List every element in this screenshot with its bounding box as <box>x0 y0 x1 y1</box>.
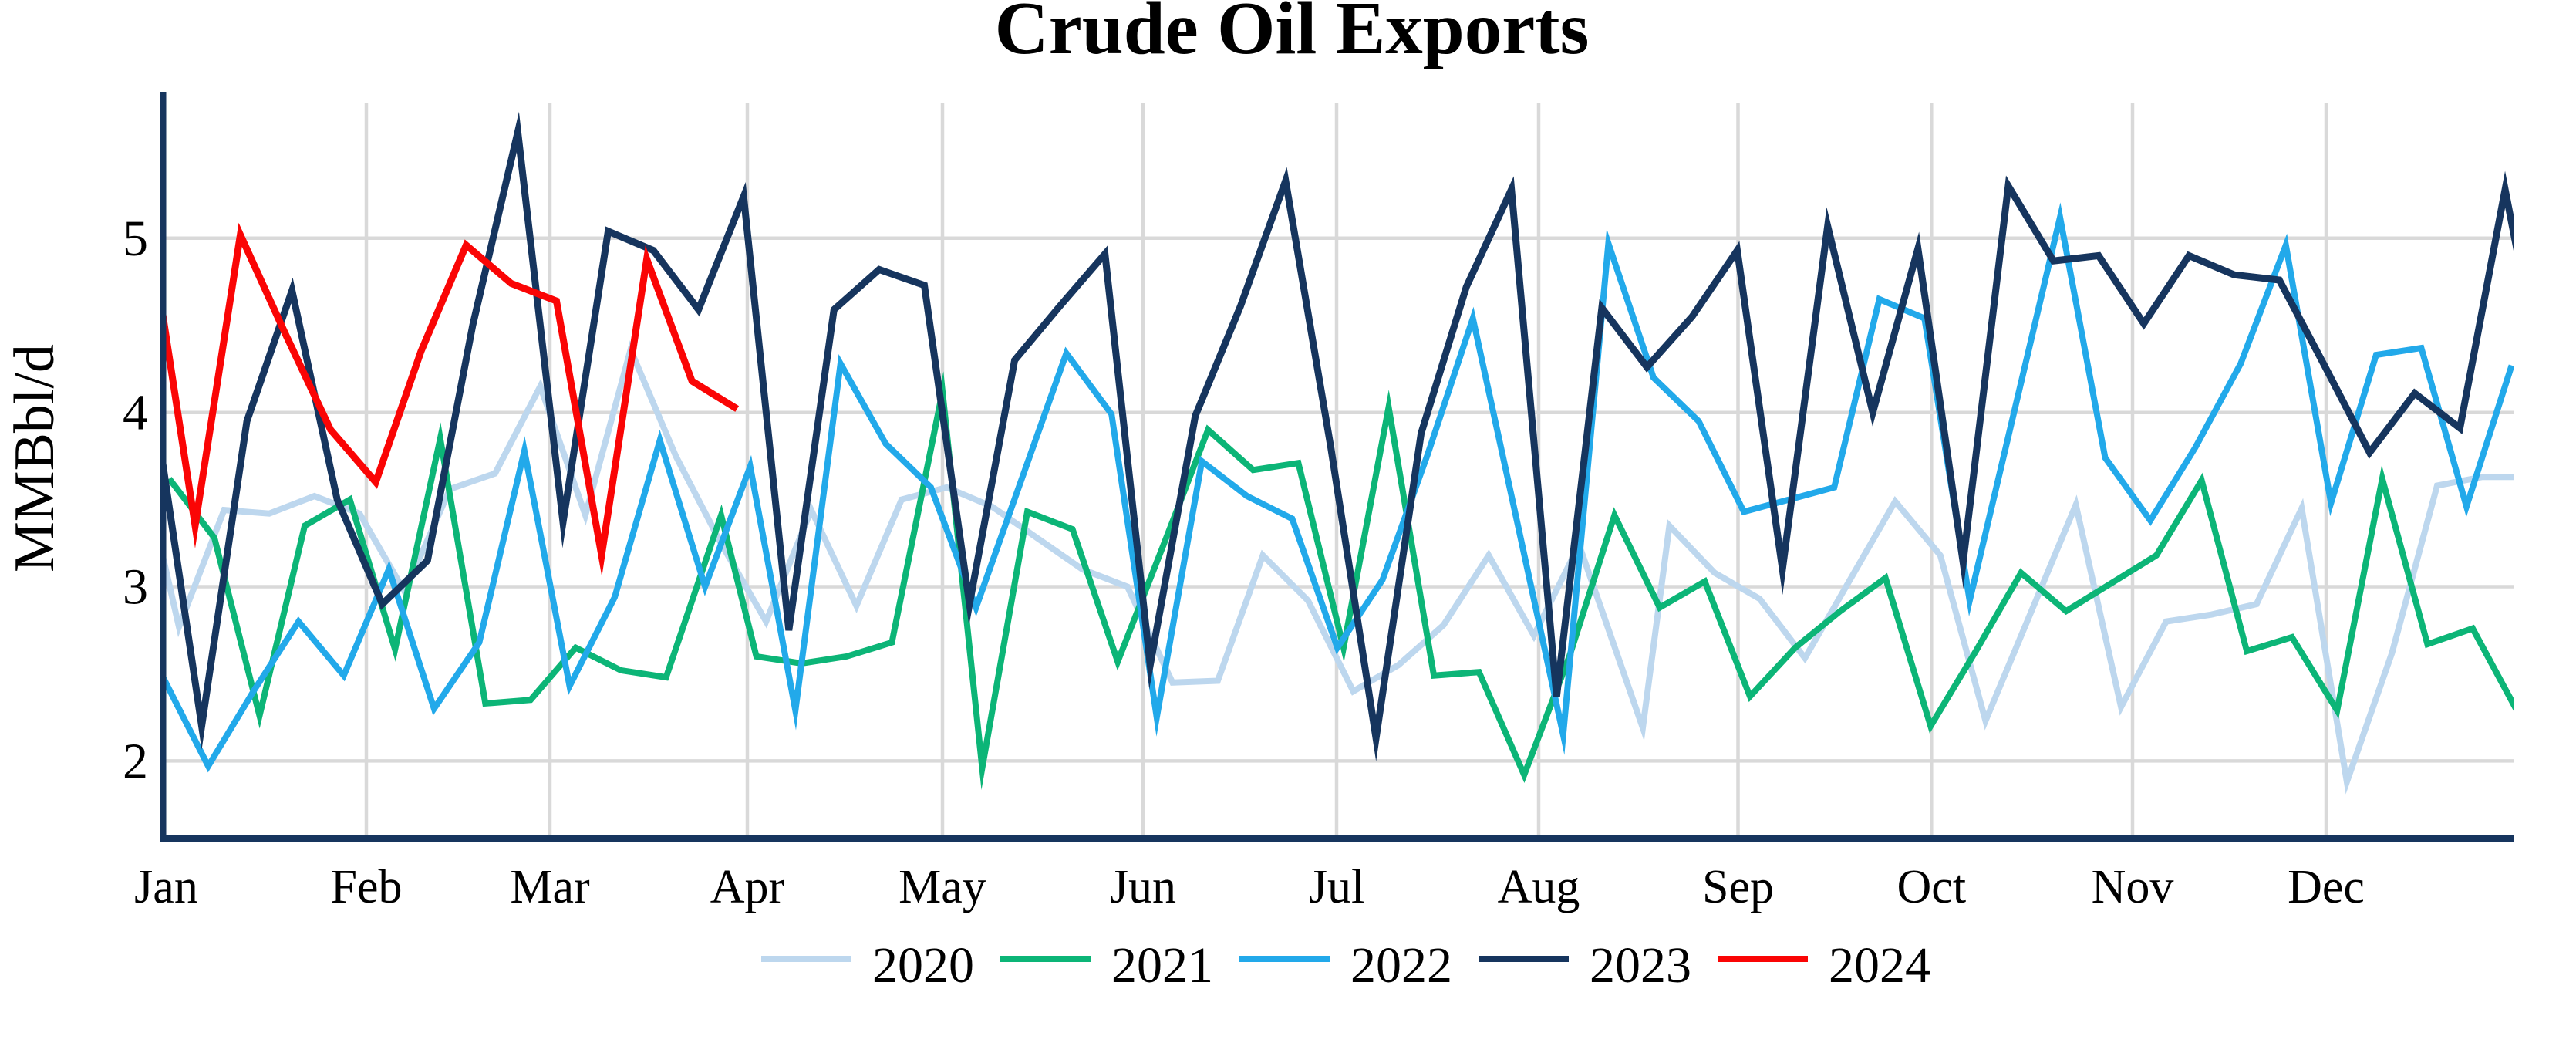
svg-text:2: 2 <box>123 733 148 789</box>
svg-text:Oct: Oct <box>1897 861 1967 913</box>
svg-text:MMBbl/d: MMBbl/d <box>3 344 66 572</box>
svg-text:Dec: Dec <box>2288 861 2365 913</box>
svg-text:Feb: Feb <box>331 861 403 913</box>
svg-text:5: 5 <box>123 211 148 267</box>
svg-text:Mar: Mar <box>510 861 590 913</box>
svg-text:Sep: Sep <box>1702 861 1774 913</box>
svg-text:Jun: Jun <box>1110 861 1176 913</box>
svg-text:3: 3 <box>123 559 148 616</box>
svg-text:2022: 2022 <box>1350 937 1452 994</box>
svg-text:Apr: Apr <box>710 861 785 913</box>
svg-text:Nov: Nov <box>2092 861 2174 913</box>
svg-text:Jan: Jan <box>134 861 198 913</box>
svg-text:2024: 2024 <box>1829 937 1930 994</box>
svg-text:Aug: Aug <box>1498 861 1580 913</box>
svg-text:2020: 2020 <box>872 937 974 994</box>
svg-text:Crude Oil Exports: Crude Oil Exports <box>995 0 1590 69</box>
svg-text:4: 4 <box>123 385 148 441</box>
svg-text:Jul: Jul <box>1309 861 1364 913</box>
svg-text:2021: 2021 <box>1111 937 1213 994</box>
svg-text:2023: 2023 <box>1590 937 1691 994</box>
svg-text:May: May <box>899 861 986 913</box>
